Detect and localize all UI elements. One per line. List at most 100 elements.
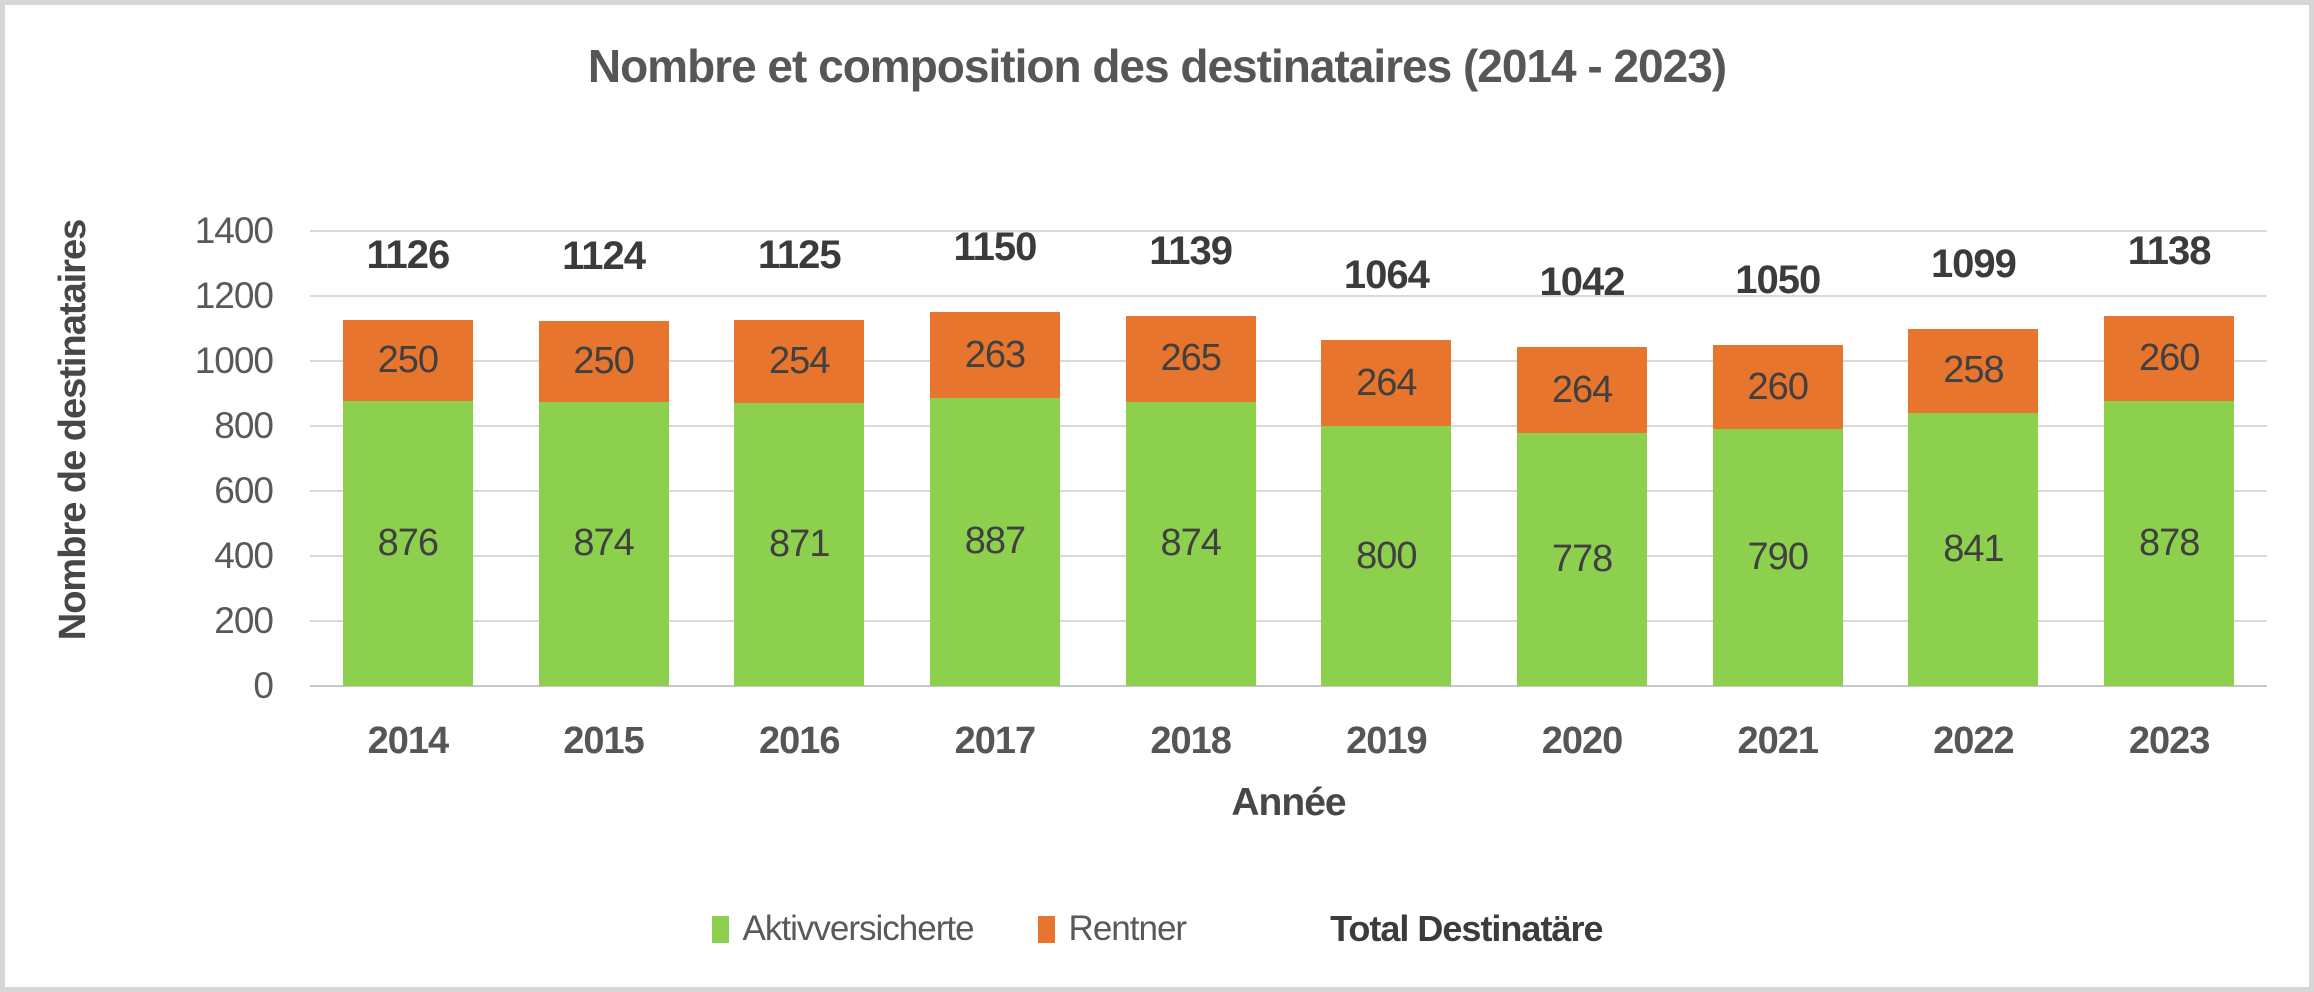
bar-segment-rentner: 254 (734, 320, 865, 403)
segment-value-label: 887 (964, 520, 1026, 563)
bar-segment-rentner: 258 (1908, 328, 2039, 413)
total-value-label: 1042 (1539, 260, 1626, 305)
segment-value-label: 874 (1160, 522, 1221, 565)
y-axis-tick-labels: 0 200 400 600 800 1000 1200 1400 (105, 5, 274, 987)
plot-area: 876 250 1126 874 250 1124 871 254 1125 887 263 1150… (310, 225, 2267, 687)
gridline (310, 555, 2267, 557)
bar-group: 874 250 1124 (538, 231, 669, 686)
bar-segment-rentner: 264 (1517, 347, 1648, 434)
legend-item-aktivversicherte: Aktivversicherte (711, 909, 975, 949)
segment-value-label: 264 (1551, 368, 1613, 411)
segment-value-label: 254 (769, 340, 830, 383)
x-tick-label: 2022 (1933, 720, 2015, 762)
y-tick-label: 0 (253, 665, 274, 706)
bar-segment-aktivversicherte: 887 (929, 397, 1060, 686)
y-tick-label: 800 (214, 405, 274, 446)
segment-value-label: 800 (1356, 534, 1417, 577)
bar-segment-rentner: 260 (1712, 344, 1843, 430)
x-tick-label: 2021 (1737, 720, 1819, 762)
bar-segment-rentner: 260 (2104, 316, 2235, 401)
segment-value-label: 265 (1160, 337, 1221, 380)
bar-group: 778 264 1042 (1517, 231, 1648, 686)
total-value-label: 1099 (1930, 241, 2017, 286)
total-value-label: 1150 (953, 225, 1038, 270)
bar-segment-rentner: 263 (929, 312, 1060, 398)
gridline (310, 425, 2267, 427)
y-tick-label: 200 (214, 600, 274, 641)
bar-group: 874 265 1139 (1125, 229, 1256, 686)
x-tick-label: 2016 (758, 720, 841, 762)
segment-value-label: 878 (2138, 521, 2200, 564)
gridline (310, 230, 2267, 232)
bar-segment-aktivversicherte: 841 (1908, 412, 2039, 686)
bar-segment-rentner: 265 (1125, 315, 1256, 402)
segment-value-label: 263 (964, 333, 1026, 376)
segment-value-label: 250 (377, 339, 439, 382)
bar-segment-aktivversicherte: 800 (1321, 426, 1452, 686)
segment-value-label: 841 (1943, 527, 2004, 570)
chart-title: Nombre et composition des destinataires … (587, 40, 1727, 92)
bar-segment-rentner: 264 (1321, 340, 1452, 426)
y-tick-label: 1000 (194, 340, 274, 381)
bar-segment-aktivversicherte: 876 (342, 401, 473, 686)
segment-value-label: 260 (2138, 336, 2200, 379)
bar-group: 876 250 1126 (342, 231, 473, 686)
x-tick-label: 2015 (563, 720, 645, 762)
x-tick-label: 2017 (954, 720, 1037, 762)
bar-group: 800 264 1064 (1321, 231, 1452, 686)
x-tick-label: 2014 (367, 720, 450, 762)
bar-group: 878 260 1138 (2104, 229, 2235, 686)
total-value-label: 1124 (562, 233, 646, 278)
total-value-label: 1138 (2127, 229, 2212, 274)
x-tick-label: 2023 (2128, 720, 2211, 762)
bar-segment-rentner: 250 (538, 320, 669, 402)
bar-group: 871 254 1125 (734, 231, 865, 686)
y-axis-title: Nombre de destinataires (52, 219, 94, 641)
segment-value-label: 260 (1747, 365, 1809, 408)
legend-swatch-green-icon (711, 915, 729, 943)
gridline (310, 360, 2267, 362)
y-tick-label: 1200 (194, 275, 274, 316)
x-axis-title: Année (1231, 781, 1346, 824)
total-value-label: 1125 (757, 233, 842, 278)
bar-segment-aktivversicherte: 874 (1125, 401, 1256, 686)
legend-swatch-orange-icon (1037, 915, 1055, 943)
bar-group: 887 263 1150 (929, 225, 1060, 686)
gridline (310, 490, 2267, 492)
segment-value-label: 264 (1356, 361, 1417, 404)
y-tick-label: 600 (214, 470, 274, 511)
segment-value-label: 250 (573, 339, 634, 382)
y-tick-label: 1400 (194, 210, 274, 251)
segment-value-label: 876 (377, 522, 439, 565)
x-axis-tick-labels: 2014 2015 2016 2017 2018 2019 2020 2021 2022 2023 (310, 718, 2267, 764)
bar-segment-aktivversicherte: 871 (734, 402, 865, 686)
bar-segment-aktivversicherte: 874 (538, 401, 669, 686)
x-tick-label: 2019 (1346, 720, 1428, 762)
legend-label-aktivversicherte: Aktivversicherte (742, 909, 975, 948)
legend-label-rentner: Rentner (1068, 909, 1188, 948)
segment-value-label: 790 (1747, 536, 1809, 579)
legend: Aktivversicherte Rentner Total Destinatä… (5, 903, 2309, 955)
segment-value-label: 871 (769, 522, 830, 565)
segment-value-label: 778 (1551, 538, 1613, 581)
y-tick-label: 400 (214, 535, 274, 576)
total-value-label: 1050 (1735, 257, 1821, 302)
legend-total-label: Total Destinatäre (1330, 908, 1603, 949)
segment-value-label: 258 (1943, 349, 2004, 392)
bar-segment-aktivversicherte: 778 (1517, 433, 1648, 686)
total-value-label: 1139 (1149, 228, 1233, 273)
bar-segment-rentner: 250 (342, 320, 473, 402)
gridline (310, 295, 2267, 297)
gridline (310, 620, 2267, 622)
x-tick-label: 2018 (1150, 720, 1232, 762)
legend-item-rentner: Rentner (1037, 909, 1188, 949)
gridline (310, 685, 2267, 687)
bar-segment-aktivversicherte: 790 (1712, 429, 1843, 686)
x-tick-label: 2020 (1541, 720, 1624, 762)
segment-value-label: 874 (573, 522, 634, 565)
total-value-label: 1126 (366, 233, 450, 278)
bar-segment-aktivversicherte: 878 (2104, 400, 2235, 686)
total-value-label: 1064 (1343, 253, 1430, 298)
bar-group: 841 258 1099 (1908, 231, 2039, 686)
